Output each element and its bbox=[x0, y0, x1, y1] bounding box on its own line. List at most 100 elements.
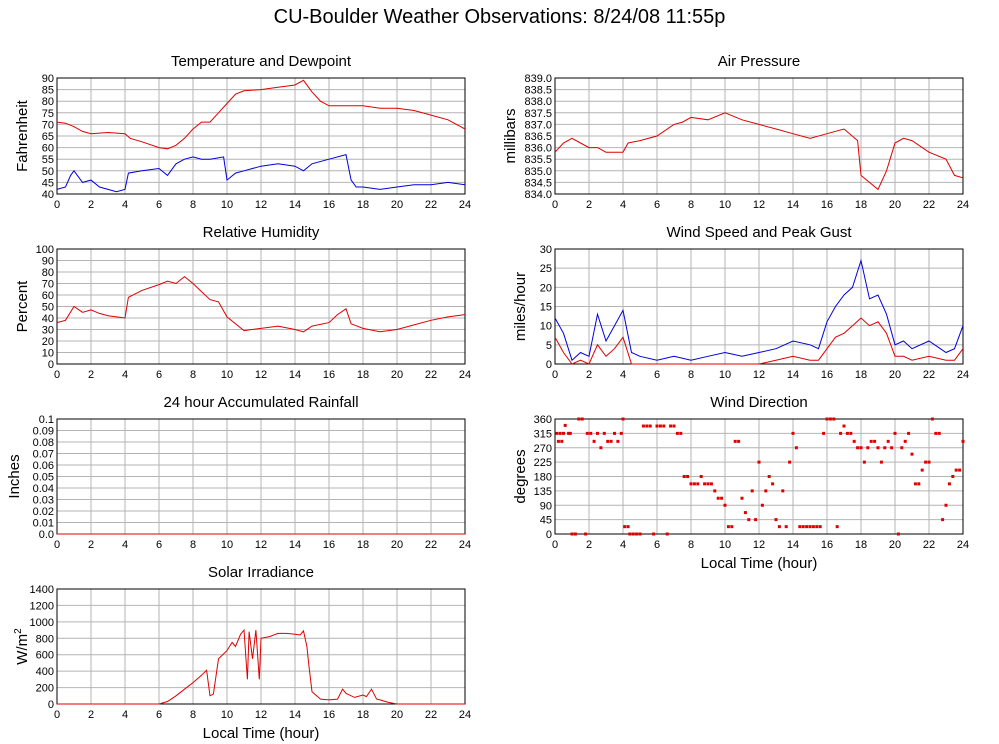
data-point bbox=[682, 475, 686, 478]
data-point bbox=[866, 446, 870, 450]
data-point bbox=[703, 482, 707, 486]
data-point bbox=[706, 482, 710, 486]
y-tick-label: 55 bbox=[42, 154, 54, 166]
page-title: CU-Boulder Weather Observations: 8/24/08… bbox=[273, 6, 726, 28]
x-tick-label: 16 bbox=[821, 539, 833, 551]
data-point bbox=[730, 525, 734, 529]
data-point bbox=[584, 532, 588, 536]
series-line-red bbox=[56, 275, 466, 333]
y-tick-label: 839.0 bbox=[524, 73, 552, 85]
y-axis-label: degrees bbox=[512, 449, 529, 503]
data-point bbox=[910, 452, 914, 456]
x-tick-label: 8 bbox=[190, 369, 196, 381]
data-point bbox=[856, 446, 860, 450]
x-tick-label: 14 bbox=[289, 199, 301, 211]
y-tick-label: 40 bbox=[42, 313, 54, 325]
y-tick-label: 1200 bbox=[30, 600, 54, 612]
data-point bbox=[845, 431, 849, 435]
x-tick-label: 18 bbox=[357, 709, 369, 721]
data-point bbox=[941, 518, 945, 522]
x-tick-label: 22 bbox=[425, 369, 437, 381]
data-point bbox=[811, 525, 815, 529]
x-tick-label: 18 bbox=[855, 539, 867, 551]
y-tick-label: 90 bbox=[42, 256, 54, 268]
data-point bbox=[835, 525, 839, 529]
data-point bbox=[556, 439, 560, 443]
x-tick-label: 20 bbox=[889, 539, 901, 551]
data-point bbox=[737, 439, 741, 443]
y-tick-label: 0.05 bbox=[33, 472, 54, 484]
x-tick-label: 14 bbox=[787, 539, 799, 551]
y-tick-label: 0.02 bbox=[33, 506, 54, 518]
x-tick-label: 0 bbox=[552, 369, 558, 381]
data-point bbox=[917, 482, 921, 486]
y-tick-label: 225 bbox=[534, 457, 552, 469]
data-point bbox=[852, 439, 856, 443]
y-tick-label: 800 bbox=[36, 633, 54, 645]
plot-frame bbox=[554, 77, 964, 195]
x-tick-label: 12 bbox=[753, 369, 765, 381]
data-point bbox=[675, 431, 679, 435]
x-tick-label: 4 bbox=[122, 369, 128, 381]
data-point bbox=[596, 431, 599, 435]
chart-title: Wind Speed and Peak Gust bbox=[666, 224, 852, 241]
y-tick-label: 0.07 bbox=[33, 449, 54, 461]
x-tick-label: 6 bbox=[654, 539, 660, 551]
y-tick-label: 80 bbox=[42, 96, 54, 108]
data-point bbox=[613, 431, 616, 435]
x-tick-label: 10 bbox=[221, 709, 233, 721]
x-tick-label: 16 bbox=[323, 709, 335, 721]
y-tick-label: 0 bbox=[48, 359, 54, 371]
y-tick-label: 25 bbox=[540, 263, 552, 275]
y-tick-label: 837.5 bbox=[524, 108, 552, 120]
data-point bbox=[740, 496, 744, 500]
data-point bbox=[606, 439, 610, 443]
y-tick-label: 834.5 bbox=[524, 177, 552, 189]
x-tick-label: 16 bbox=[821, 369, 833, 381]
data-point bbox=[913, 482, 917, 486]
data-point bbox=[900, 446, 904, 450]
x-tick-label: 24 bbox=[957, 199, 969, 211]
y-tick-label: 600 bbox=[36, 650, 54, 662]
data-point bbox=[563, 423, 567, 427]
chart-rain: 24 hour Accumulated Rainfall0.00.010.020… bbox=[6, 394, 471, 551]
data-point bbox=[570, 532, 574, 536]
chart-title: Air Pressure bbox=[718, 53, 801, 70]
chart-title: Solar Irradiance bbox=[208, 564, 314, 581]
data-point bbox=[658, 424, 662, 428]
x-tick-label: 2 bbox=[88, 369, 94, 381]
x-tick-label: 10 bbox=[221, 539, 233, 551]
data-point bbox=[907, 431, 911, 435]
data-point bbox=[720, 496, 724, 500]
x-tick-label: 12 bbox=[753, 199, 765, 211]
y-axis-label: Inches bbox=[6, 454, 23, 498]
y-tick-label: 90 bbox=[42, 73, 54, 85]
x-tick-label: 0 bbox=[54, 709, 60, 721]
data-point bbox=[815, 525, 819, 529]
x-tick-label: 24 bbox=[459, 709, 471, 721]
data-point bbox=[767, 475, 771, 478]
data-point bbox=[602, 431, 606, 435]
data-point bbox=[818, 525, 822, 529]
data-point bbox=[849, 431, 853, 435]
x-tick-label: 6 bbox=[156, 709, 162, 721]
y-tick-label: 45 bbox=[540, 515, 552, 527]
data-point bbox=[672, 424, 676, 428]
data-point bbox=[555, 431, 559, 435]
y-tick-label: 30 bbox=[42, 325, 54, 337]
data-point bbox=[655, 424, 659, 428]
x-tick-label: 6 bbox=[654, 369, 660, 381]
data-point bbox=[589, 431, 593, 435]
y-tick-label: 10 bbox=[540, 321, 552, 333]
data-point bbox=[580, 417, 584, 421]
data-point bbox=[808, 525, 812, 529]
x-tick-label: 20 bbox=[391, 539, 403, 551]
x-tick-label: 0 bbox=[54, 369, 60, 381]
data-point bbox=[791, 431, 795, 435]
y-tick-label: 835.0 bbox=[524, 166, 552, 178]
x-tick-label: 22 bbox=[923, 539, 935, 551]
data-point bbox=[886, 439, 890, 443]
y-tick-label: 70 bbox=[42, 279, 54, 291]
